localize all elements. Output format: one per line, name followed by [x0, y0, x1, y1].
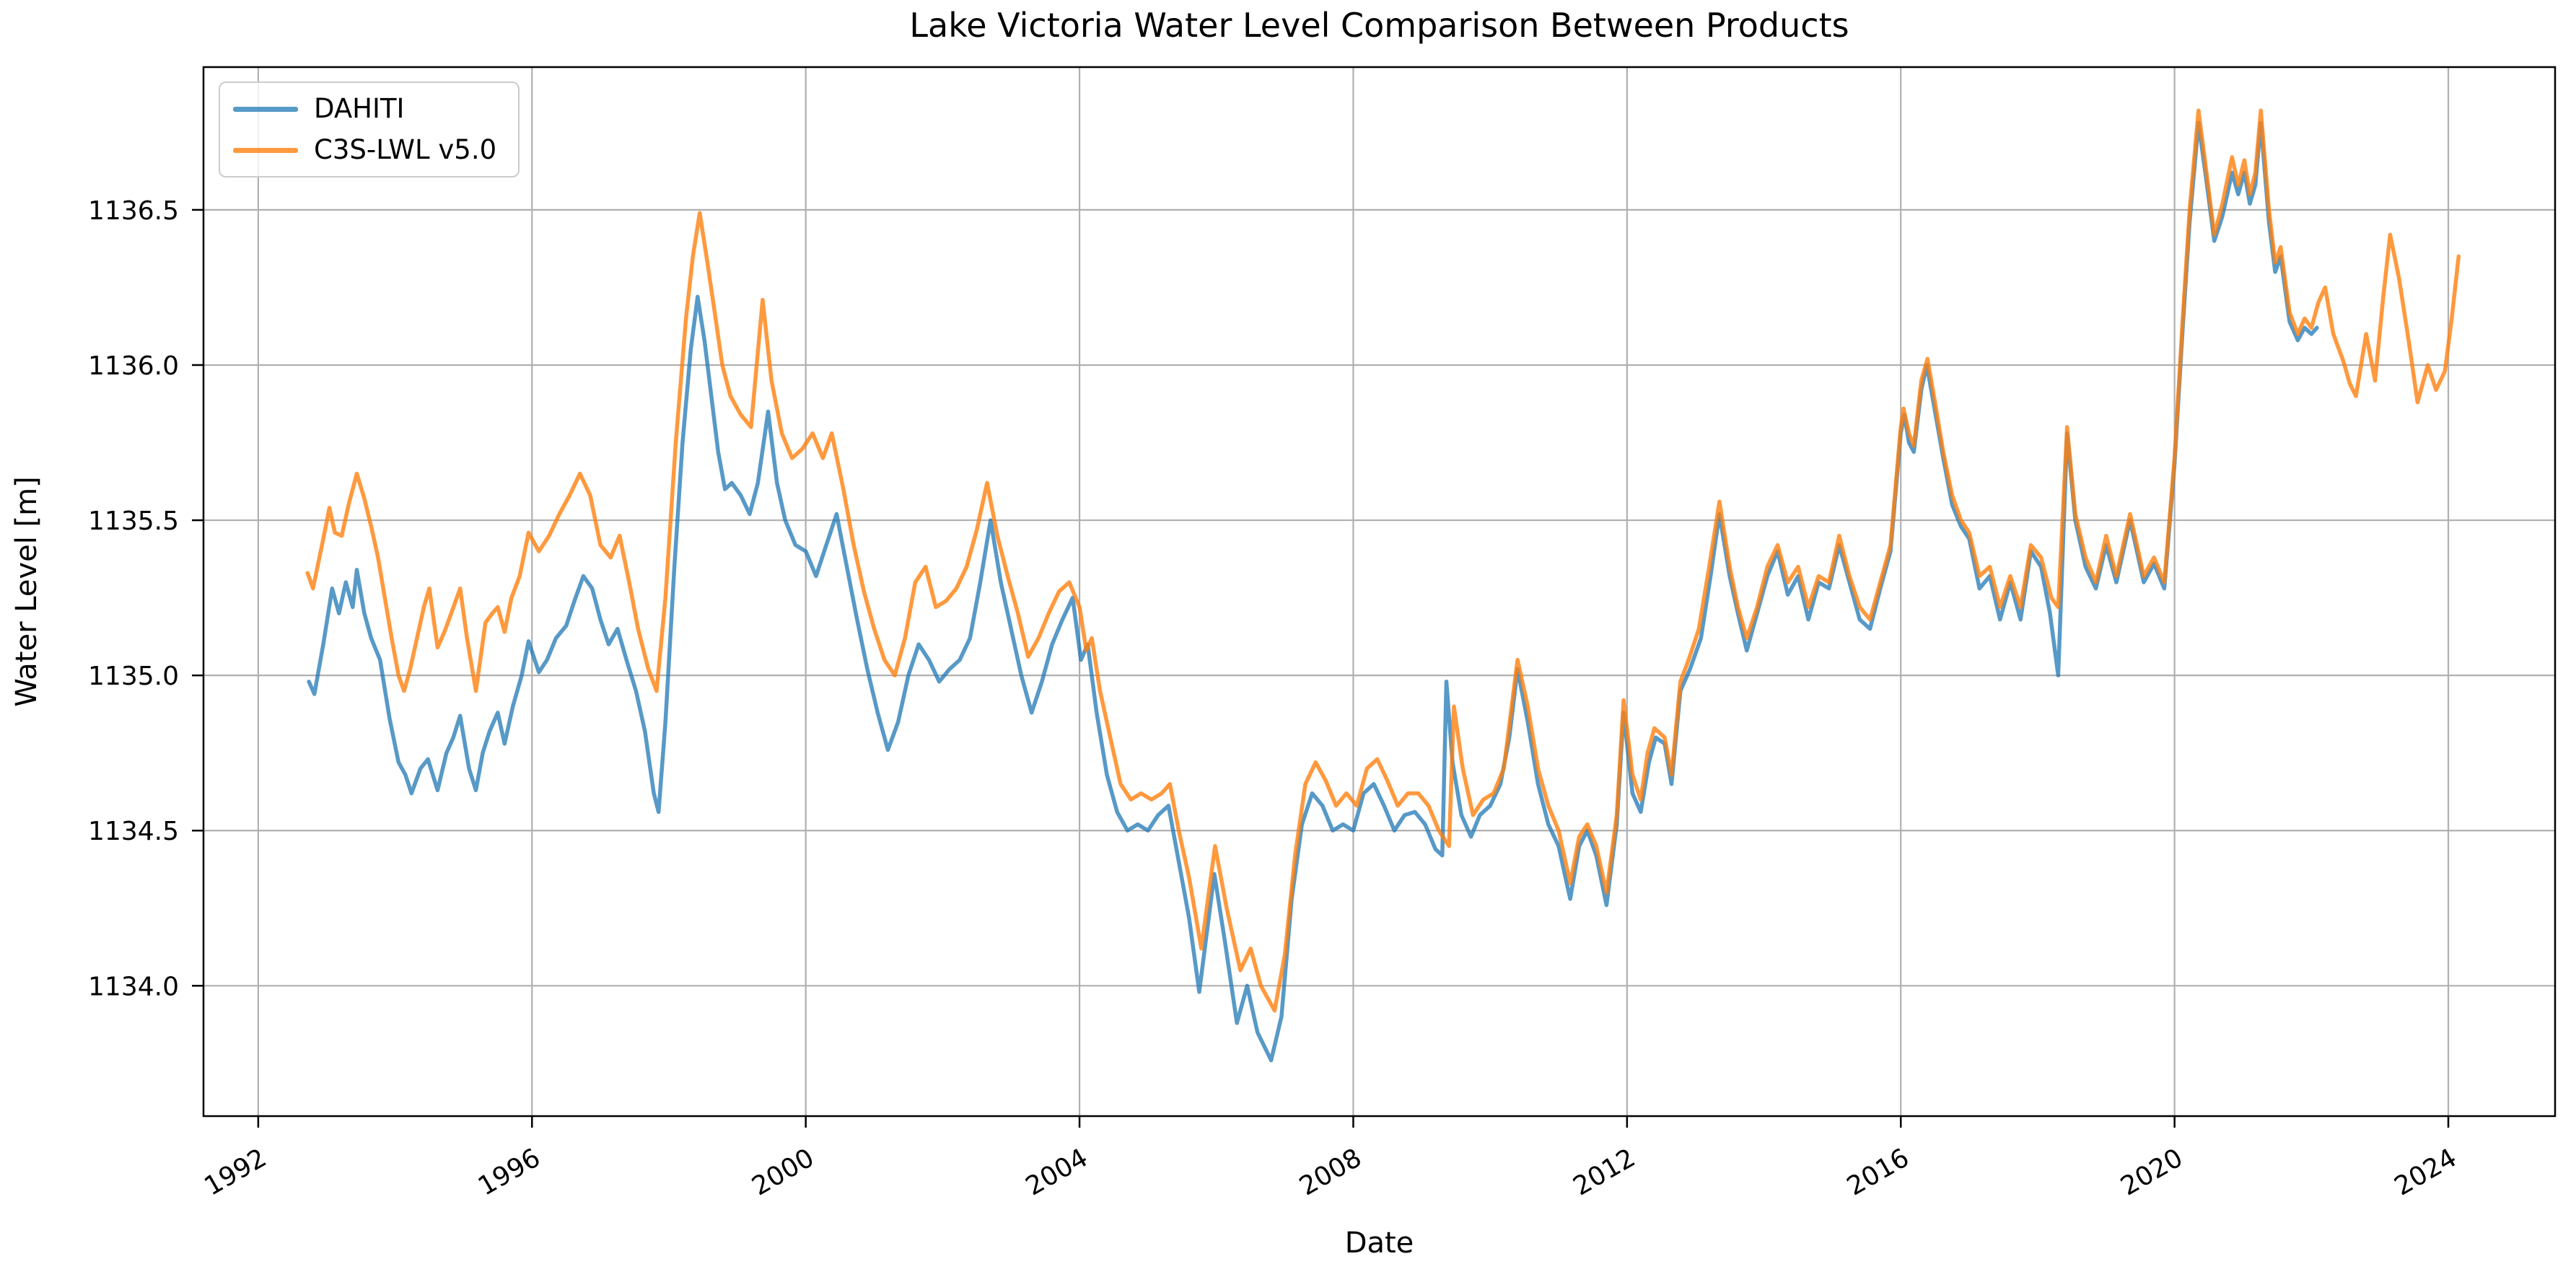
y-tick-label-1135.0: 1135.0 [88, 662, 179, 691]
x-tick-label-2004: 2004 [1021, 1143, 1093, 1201]
y-tick-label-1136.5: 1136.5 [88, 196, 179, 226]
x-tick-label-2000: 2000 [747, 1143, 819, 1201]
axes-layer [192, 66, 2557, 1128]
y-tick-label-1136.0: 1136.0 [88, 351, 179, 381]
dahiti-line-swatch-icon [233, 106, 298, 112]
y-tick-label-1134.0: 1134.0 [88, 972, 179, 1001]
c3s-line-swatch-icon [233, 147, 298, 153]
x-tick-label-2008: 2008 [1294, 1143, 1367, 1201]
x-tick-label-2024: 2024 [2390, 1143, 2462, 1201]
legend-label-dahiti: DAHITI [314, 93, 405, 124]
series-line-c3s [305, 108, 2461, 1013]
legend-item-dahiti: DAHITI [233, 93, 496, 124]
legend-item-c3s: C3S-LWL v5.0 [233, 133, 497, 165]
legend-label-c3s: C3S-LWL v5.0 [314, 133, 497, 165]
series-layer [305, 108, 2461, 1063]
plot-border [202, 66, 2557, 1118]
x-tick-label-1992: 1992 [200, 1143, 272, 1201]
legend: DAHITI C3S-LWL v5.0 [219, 82, 520, 178]
y-axis-label: Water Level [m] [10, 476, 43, 707]
x-tick-label-2020: 2020 [2116, 1143, 2188, 1201]
grid-layer [203, 67, 2555, 1116]
x-tick-label-1996: 1996 [473, 1143, 546, 1201]
x-axis-label: Date [1344, 1226, 1414, 1260]
y-tick-label-1135.5: 1135.5 [88, 506, 179, 536]
y-tick-label-1134.5: 1134.5 [88, 817, 179, 846]
chart-title: Lake Victoria Water Level Comparison Bet… [909, 6, 1849, 45]
x-tick-label-2012: 2012 [1569, 1143, 1641, 1201]
x-tick-label-2016: 2016 [1842, 1143, 1914, 1201]
series-line-dahiti [307, 120, 2319, 1063]
